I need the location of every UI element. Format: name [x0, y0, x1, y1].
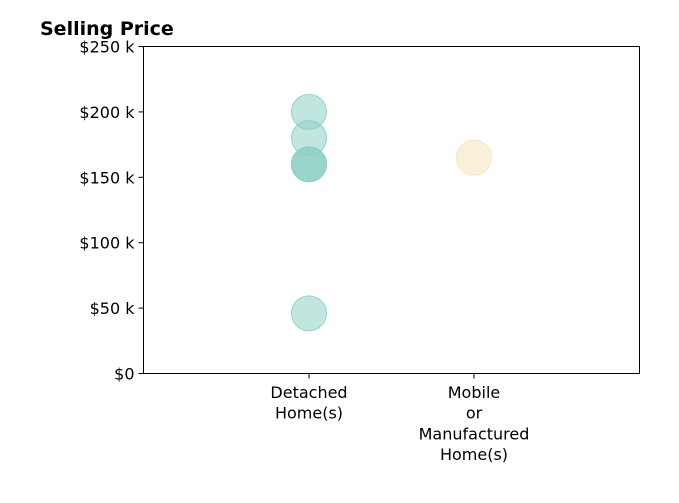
- y-tick-label: $50 k: [90, 299, 136, 318]
- y-tick-label: $250 k: [79, 38, 135, 57]
- data-point: [291, 295, 327, 332]
- chart-title: Selling Price: [40, 18, 174, 40]
- y-tick-label: $200 k: [79, 103, 135, 122]
- data-point: [291, 146, 327, 183]
- data-point: [456, 139, 492, 176]
- y-tick-label: $0: [114, 365, 134, 384]
- x-tick-label: Mobile or Manufactured Home(s): [419, 383, 530, 464]
- points-layer: [291, 93, 492, 332]
- y-tick-label: $150 k: [79, 168, 135, 187]
- x-tick-label: Detached Home(s): [270, 383, 347, 423]
- plot-frame: [143, 46, 640, 374]
- x-axis: Detached Home(s) Mobile or Manufactured Home(…: [270, 373, 530, 464]
- y-tick-label: $100 k: [79, 234, 135, 253]
- y-axis: $0 $50 k $100 k $150 k $200 k $250 k: [79, 38, 144, 384]
